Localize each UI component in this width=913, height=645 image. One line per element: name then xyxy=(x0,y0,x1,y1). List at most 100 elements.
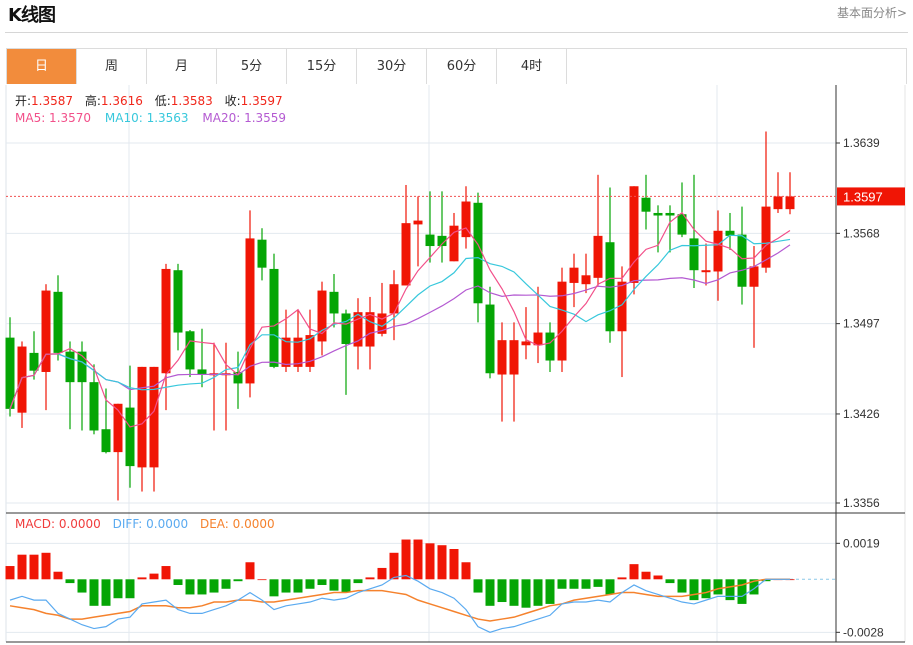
candle-down xyxy=(197,369,207,375)
candle-up xyxy=(629,186,639,283)
tab-60min[interactable]: 60分 xyxy=(427,49,497,84)
tab-30min[interactable]: 30分 xyxy=(357,49,427,84)
candle-up xyxy=(137,366,147,468)
low-value: 1.3583 xyxy=(170,94,213,108)
tab-15min[interactable]: 15分 xyxy=(287,49,357,84)
macd-bar-negative xyxy=(473,579,483,593)
macd-bar-positive xyxy=(629,564,639,580)
macd-bar-negative xyxy=(341,579,351,593)
tab-month[interactable]: 月 xyxy=(147,49,217,84)
last-price-label: 1.3597 xyxy=(843,189,883,204)
tab-day[interactable]: 日 xyxy=(7,49,77,84)
candle-down xyxy=(725,230,735,236)
candle-up xyxy=(305,335,315,367)
ma20-line xyxy=(9,244,791,410)
macd-bar-positive xyxy=(245,562,255,580)
macd-legend: MACD: 0.0000 DIFF: 0.0000 DEA: 0.0000 xyxy=(15,517,275,531)
candle-up xyxy=(713,230,723,272)
macd-bar-positive xyxy=(41,552,51,580)
last-price-badge xyxy=(837,187,905,206)
candle-down xyxy=(329,291,339,314)
macd-bar-negative xyxy=(305,579,315,589)
candle-up xyxy=(569,267,579,283)
candle-up xyxy=(461,201,471,238)
candle-up xyxy=(401,223,411,286)
macd-bar-negative xyxy=(353,579,363,584)
price-tick-label: 1.3497 xyxy=(843,317,880,331)
candle-up xyxy=(761,206,771,268)
candle-down xyxy=(341,313,351,344)
candle-down xyxy=(173,270,183,333)
macd-bar-positive xyxy=(5,566,15,580)
open-label: 开: xyxy=(15,94,32,108)
period-tabs: 日 周 月 5分 15分 30分 60分 4时 xyxy=(6,48,907,84)
ma5-legend: MA5: 1.3570 xyxy=(15,111,92,125)
macd-bar-negative xyxy=(173,579,183,585)
macd-bar-positive xyxy=(437,545,447,580)
fundamental-analysis-link[interactable]: 基本面分析> xyxy=(836,6,907,20)
macd-legend-value: MACD: 0.0000 xyxy=(15,517,101,531)
candle-down xyxy=(53,291,63,353)
macd-bar-positive xyxy=(53,571,63,580)
ohlc-legend: 开:1.3587 高:1.3616 低:1.3583 收:1.3597 xyxy=(15,92,291,109)
macd-bar-positive xyxy=(161,566,171,580)
macd-bar-negative xyxy=(317,579,327,585)
candle-down xyxy=(125,407,135,467)
candle-down xyxy=(425,234,435,247)
candle-down xyxy=(665,212,675,216)
macd-bar-positive xyxy=(149,573,159,580)
macd-bar-negative xyxy=(521,579,531,608)
macd-bar-negative xyxy=(269,579,279,597)
macd-bar-negative xyxy=(125,579,135,599)
candle-down xyxy=(269,268,279,367)
candle-down xyxy=(473,202,483,304)
macd-bar-negative xyxy=(485,579,495,606)
tab-5min[interactable]: 5分 xyxy=(217,49,287,84)
macd-tick-label: -0.0028 xyxy=(843,625,884,639)
macd-bar-negative xyxy=(113,579,123,599)
macd-bar-negative xyxy=(221,579,231,589)
candle-down xyxy=(689,238,699,271)
high-label: 高: xyxy=(84,94,101,108)
macd-bar-negative xyxy=(533,579,543,606)
candle-up xyxy=(245,238,255,384)
macd-tick-label: 0.0019 xyxy=(843,536,880,550)
candle-up xyxy=(293,337,303,367)
macd-bar-positive xyxy=(377,567,387,580)
candle-up xyxy=(581,275,591,285)
candle-up xyxy=(557,281,567,361)
macd-bar-positive xyxy=(461,562,471,580)
candle-up xyxy=(377,313,387,334)
candle-down xyxy=(641,197,651,212)
candle-down xyxy=(65,351,75,383)
candle-down xyxy=(185,331,195,370)
candle-down xyxy=(5,337,15,409)
macd-bar-negative xyxy=(725,579,735,601)
macd-bar-negative xyxy=(545,579,555,604)
ma10-line xyxy=(9,234,791,410)
macd-bar-negative xyxy=(101,579,111,606)
ma-legend: MA5: 1.3570 MA10: 1.3563 MA20: 1.3559 xyxy=(15,111,286,125)
candle-down xyxy=(737,234,747,287)
high-value: 1.3616 xyxy=(100,94,143,108)
macd-bar-negative xyxy=(701,579,711,599)
macd-bar-positive xyxy=(641,571,651,580)
diff-line xyxy=(9,574,790,633)
candle-down xyxy=(437,235,447,247)
tab-4hour[interactable]: 4时 xyxy=(497,49,567,84)
macd-bar-negative xyxy=(509,579,519,606)
macd-bar-positive xyxy=(137,577,147,580)
macd-bar-negative xyxy=(329,579,339,591)
tab-week[interactable]: 周 xyxy=(77,49,147,84)
divider xyxy=(5,32,908,33)
macd-bar-negative xyxy=(293,579,303,593)
macd-bar-positive xyxy=(401,539,411,580)
dea-legend-value: DEA: 0.0000 xyxy=(199,517,275,531)
candle-up xyxy=(773,196,783,210)
candle-up xyxy=(353,312,363,347)
macd-bar-positive xyxy=(389,552,399,580)
close-value: 1.3597 xyxy=(240,94,283,108)
macd-bar-negative xyxy=(593,579,603,587)
candle-up xyxy=(497,340,507,375)
